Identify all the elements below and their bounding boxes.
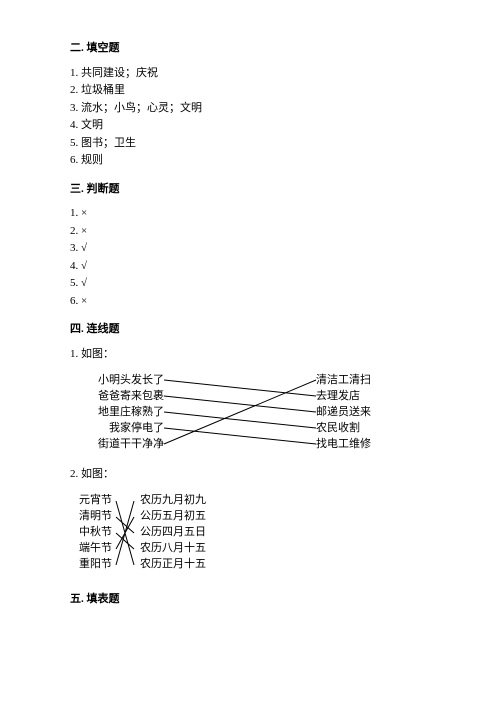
match-left: 端午节 <box>70 540 112 557</box>
match-row: 爸爸寄来包裹 去理发店 <box>70 388 410 404</box>
match-right: 去理发店 <box>316 388 406 405</box>
match-right: 农民收割 <box>316 420 406 437</box>
match-right: 找电工维修 <box>316 436 406 453</box>
match-right: 邮递员送来 <box>316 404 406 421</box>
s3-item: 2. × <box>70 223 430 240</box>
match-left: 小明头发长了 <box>74 372 164 389</box>
s3-item: 1. × <box>70 205 430 222</box>
s2-item: 1. 共同建设；庆祝 <box>70 65 430 82</box>
s4-q1-label: 1. 如图： <box>70 346 430 363</box>
match-row: 中秋节 公历四月五日 <box>70 525 220 541</box>
page: 二. 填空题 1. 共同建设；庆祝 2. 垃圾桶里 3. 流水；小鸟；心灵；文明… <box>0 0 500 645</box>
section-4-heading: 四. 连线题 <box>70 321 430 338</box>
match-left: 中秋节 <box>70 524 112 541</box>
match-row: 街道干干净净 找电工维修 <box>70 436 410 452</box>
section-3-heading: 三. 判断题 <box>70 181 430 198</box>
section-5-heading: 五. 填表题 <box>70 591 430 608</box>
s2-item: 6. 规则 <box>70 152 430 169</box>
s3-item: 4. √ <box>70 258 430 275</box>
match-row: 地里庄稼熟了 邮递员送来 <box>70 404 410 420</box>
match-left: 重阳节 <box>70 556 112 573</box>
match-right: 公历五月初五 <box>140 508 220 525</box>
s4-q2-diagram: 元宵节农历九月初九 清明节公历五月初五 中秋节公历四月五日 端午节农历八月十五 … <box>70 493 220 573</box>
section-2-heading: 二. 填空题 <box>70 40 430 57</box>
match-row: 元宵节 农历九月初九 <box>70 493 220 509</box>
match-left: 地里庄稼熟了 <box>74 404 164 421</box>
match-row: 重阳节 农历正月十五 <box>70 557 220 573</box>
s4-q1-diagram: 小明头发长了 清洁工清扫 爸爸寄来包裹 去理发店 地里庄稼熟了 邮递员送来 我家停电了… <box>70 372 410 452</box>
s3-item: 5. √ <box>70 275 430 292</box>
match-left: 街道干干净净 <box>74 436 164 453</box>
match-left: 爸爸寄来包裹 <box>74 388 164 405</box>
match-row: 我家停电了 农民收割 <box>70 420 410 436</box>
match-left: 元宵节 <box>70 492 112 509</box>
section-2-list: 1. 共同建设；庆祝 2. 垃圾桶里 3. 流水；小鸟；心灵；文明 4. 文明 … <box>70 65 430 169</box>
s3-item: 6. × <box>70 293 430 310</box>
match-row: 小明头发长了 清洁工清扫 <box>70 372 410 388</box>
match-left: 我家停电了 <box>74 420 164 437</box>
section-3-list: 1. × 2. × 3. √ 4. √ 5. √ 6. × <box>70 205 430 309</box>
s2-item: 4. 文明 <box>70 117 430 134</box>
s2-item: 3. 流水；小鸟；心灵；文明 <box>70 100 430 117</box>
match-row: 清明节 公历五月初五 <box>70 509 220 525</box>
match-left: 清明节 <box>70 508 112 525</box>
match-right: 农历八月十五 <box>140 540 220 557</box>
match-right: 农历正月十五 <box>140 556 220 573</box>
s2-item: 5. 图书；卫生 <box>70 135 430 152</box>
s3-item: 3. √ <box>70 240 430 257</box>
match-right: 农历九月初九 <box>140 492 220 509</box>
match-right: 公历四月五日 <box>140 524 220 541</box>
match-right: 清洁工清扫 <box>316 372 406 389</box>
match-row: 端午节 农历八月十五 <box>70 541 220 557</box>
s2-item: 2. 垃圾桶里 <box>70 82 430 99</box>
s4-q2-label: 2. 如图： <box>70 466 430 483</box>
